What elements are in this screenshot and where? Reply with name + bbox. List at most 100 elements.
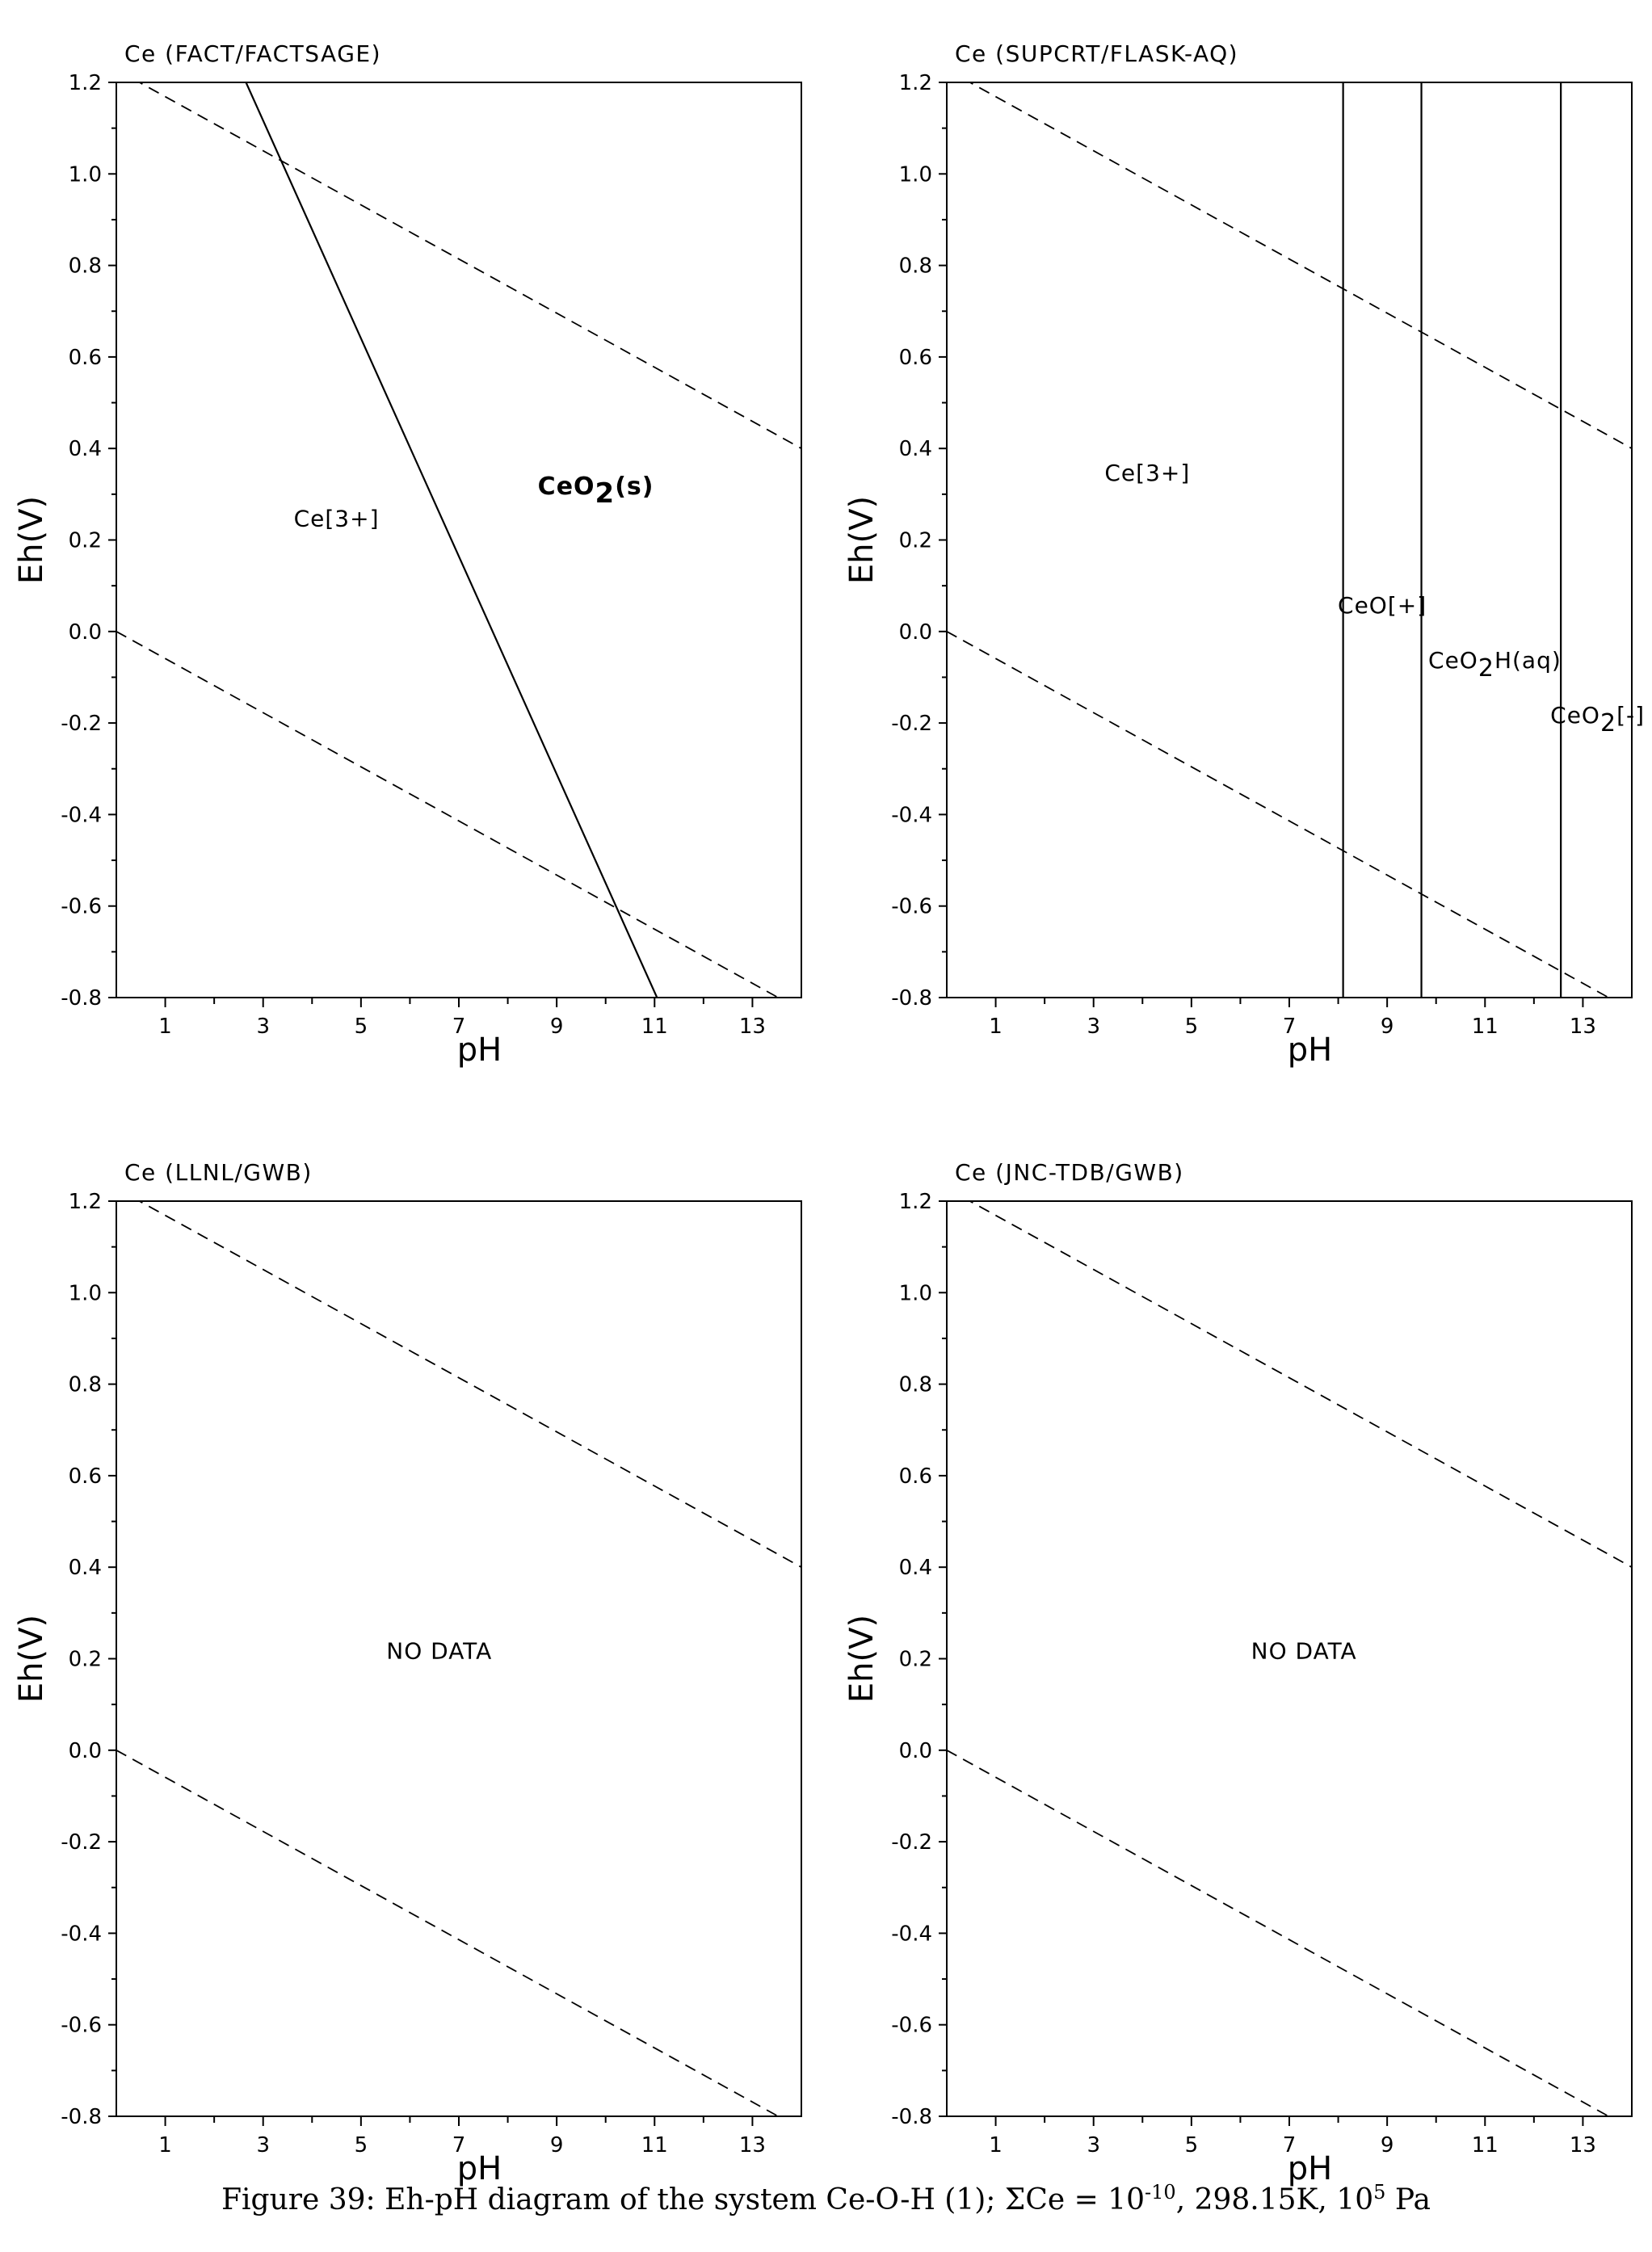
- region-label: CeO[+]: [1338, 592, 1427, 619]
- caption-prefix: Figure 39: Eh-pH diagram of the system C…: [221, 2183, 1005, 2216]
- y-tick-label: 0.4: [899, 1556, 932, 1580]
- y-tick-label: 1.0: [899, 162, 932, 187]
- x-tick-label: 11: [641, 1015, 668, 1039]
- plot-frame: [116, 82, 802, 998]
- plot-lines: [116, 1201, 801, 2116]
- y-axis-label: Eh(V): [843, 1615, 881, 1703]
- y-tick-label: 1.0: [69, 1281, 102, 1305]
- x-tick-label: 13: [739, 1015, 766, 1039]
- y-tick-label: -0.4: [891, 803, 932, 827]
- y-tick-label: -0.2: [61, 712, 102, 736]
- y-tick-label: 0.0: [69, 1739, 102, 1763]
- x-tick-label: 5: [1185, 1015, 1199, 1039]
- x-tick-label: 1: [158, 1015, 172, 1039]
- y-tick-label: 0.0: [899, 1739, 932, 1763]
- y-tick-label: 0.2: [69, 529, 102, 553]
- y-tick-label: 0.4: [899, 437, 932, 461]
- y-tick-label: 0.4: [69, 1556, 102, 1580]
- y-tick-label: 0.2: [899, 1648, 932, 1672]
- region-label: Ce[3+]: [294, 506, 380, 532]
- y-tick-label: -0.4: [61, 803, 102, 827]
- x-tick-label: 7: [1283, 2133, 1297, 2157]
- x-tick-label: 11: [641, 2133, 668, 2157]
- y-tick-label: -0.2: [61, 1830, 102, 1855]
- caption-suffix: , 298.15K, 10: [1175, 2183, 1374, 2216]
- y-tick-label: 0.4: [69, 437, 102, 461]
- y-tick-label: 0.6: [899, 1464, 932, 1489]
- region-label: CeO2(s): [538, 473, 654, 510]
- chart-title: Ce (JNC-TDB/GWB): [955, 1159, 1184, 1186]
- x-tick-label: 11: [1472, 2133, 1499, 2157]
- caption-unit: Pa: [1385, 2183, 1431, 2216]
- y-tick-label: -0.4: [61, 1922, 102, 1946]
- water-stability-line: [947, 1750, 1611, 2116]
- x-axis-label: pH: [1288, 2150, 1332, 2187]
- chart-panel-4: Ce (JNC-TDB/GWB) -0.8 -0.6 -0.4 -0.2 0.0 0.2 0.…: [843, 1159, 1633, 2187]
- x-tick-label: 9: [550, 1015, 564, 1039]
- y-tick-label: 0.2: [69, 1648, 102, 1672]
- x-tick-label: 7: [1283, 1015, 1297, 1039]
- plot-lines: [947, 1201, 1632, 2116]
- y-tick-label: 0.8: [69, 254, 102, 279]
- x-tick-label: 3: [256, 2133, 270, 2157]
- region-label: CeO2H(aq): [1428, 647, 1562, 683]
- y-tick-label: -0.4: [891, 1922, 932, 1946]
- y-tick-label: -0.6: [61, 895, 102, 919]
- y-tick-label: 1.0: [69, 162, 102, 187]
- phase-boundary-line: [245, 82, 658, 998]
- y-axis-label: Eh(V): [843, 496, 881, 584]
- x-tick-label: 3: [1087, 2133, 1100, 2157]
- x-tick-label: 7: [452, 1015, 466, 1039]
- y-axis-label: Eh(V): [13, 496, 50, 584]
- water-stability-line: [968, 82, 1632, 449]
- chart-panel-3: Ce (LLNL/GWB) -0.8 -0.6 -0.4 -0.2 0.0 0.2 0.4 0.…: [13, 1159, 802, 2187]
- y-tick-label: 1.2: [899, 71, 932, 95]
- chart-title: Ce (FACT/FACTSAGE): [124, 40, 381, 67]
- y-tick-label: -0.6: [891, 895, 932, 919]
- x-tick-label: 3: [1087, 1015, 1100, 1039]
- x-tick-label: 1: [989, 2133, 1003, 2157]
- region-label: NO DATA: [386, 1638, 492, 1665]
- chart-panel-1: Ce (FACT/FACTSAGE) -0.8 -0.6 -0.4 -0.2 0.0 0.2…: [13, 40, 802, 1069]
- y-tick-label: 0.0: [899, 620, 932, 645]
- water-stability-line: [947, 631, 1611, 998]
- x-tick-label: 9: [1381, 1015, 1394, 1039]
- y-tick-label: 0.2: [899, 529, 932, 553]
- water-stability-line: [968, 1201, 1632, 1568]
- y-tick-label: -0.8: [891, 986, 932, 1010]
- x-tick-label: 7: [452, 2133, 466, 2157]
- water-stability-line: [116, 631, 780, 998]
- region-label: Ce[3+]: [1104, 460, 1190, 486]
- x-tick-label: 5: [355, 1015, 368, 1039]
- y-tick-label: 0.6: [899, 346, 932, 370]
- x-tick-label: 3: [256, 1015, 270, 1039]
- y-tick-label: -0.8: [61, 2105, 102, 2129]
- caption-pressure-exponent: 5: [1373, 2181, 1386, 2204]
- y-tick-label: -0.2: [891, 712, 932, 736]
- chart-panel-2: Ce (SUPCRT/FLASK-AQ) -0.8 -0.6 -0.4 -0.2 0.0 0…: [843, 40, 1644, 1069]
- x-tick-label: 9: [1381, 2133, 1394, 2157]
- plot-frame: [946, 82, 1633, 998]
- y-tick-label: 1.2: [899, 1190, 932, 1214]
- x-tick-label: 1: [989, 1015, 1003, 1039]
- plot-lines: [116, 82, 801, 998]
- water-stability-line: [116, 1750, 780, 2116]
- caption-sigma: Σ: [1004, 2183, 1026, 2216]
- x-tick-label: 5: [1185, 2133, 1199, 2157]
- water-stability-line: [137, 82, 801, 449]
- y-tick-label: -0.8: [891, 2105, 932, 2129]
- region-label: NO DATA: [1251, 1638, 1357, 1665]
- y-tick-label: 1.0: [899, 1281, 932, 1305]
- y-tick-label: -0.6: [891, 2014, 932, 2038]
- y-tick-label: -0.8: [61, 986, 102, 1010]
- y-tick-label: -0.6: [61, 2014, 102, 2038]
- y-tick-label: 0.6: [69, 346, 102, 370]
- x-tick-label: 9: [550, 2133, 564, 2157]
- y-tick-label: 0.8: [69, 1373, 102, 1397]
- x-tick-label: 1: [158, 2133, 172, 2157]
- figure-caption: Figure 39: Eh-pH diagram of the system C…: [0, 2181, 1652, 2216]
- y-tick-label: 0.8: [899, 254, 932, 279]
- x-tick-label: 5: [355, 2133, 368, 2157]
- caption-exponent: -10: [1145, 2181, 1176, 2204]
